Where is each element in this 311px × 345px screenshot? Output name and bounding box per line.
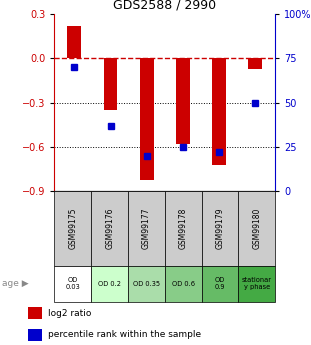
Text: GSM99178: GSM99178: [179, 208, 188, 249]
Bar: [212, 58, 226, 165]
Bar: [54, 191, 91, 266]
Text: OD 0.6: OD 0.6: [172, 281, 195, 287]
Bar: [54, 266, 91, 302]
Bar: [239, 266, 275, 302]
Text: GSM99179: GSM99179: [216, 208, 225, 249]
Bar: [176, 58, 190, 144]
Bar: [104, 58, 118, 110]
Text: log2 ratio: log2 ratio: [48, 309, 91, 318]
Title: GDS2588 / 2990: GDS2588 / 2990: [113, 0, 216, 11]
Bar: [248, 58, 262, 69]
Bar: [28, 328, 42, 341]
Text: GSM99176: GSM99176: [105, 208, 114, 249]
Bar: [67, 26, 81, 58]
Text: stationar
y phase: stationar y phase: [242, 277, 272, 290]
Bar: [91, 266, 128, 302]
Text: OD
0.03: OD 0.03: [65, 277, 80, 290]
Bar: [128, 191, 165, 266]
Text: OD
0.9: OD 0.9: [215, 277, 225, 290]
Text: percentile rank within the sample: percentile rank within the sample: [48, 330, 201, 339]
Bar: [28, 307, 42, 319]
Text: OD 0.35: OD 0.35: [133, 281, 160, 287]
Bar: [91, 191, 128, 266]
Bar: [165, 266, 202, 302]
Text: OD 0.2: OD 0.2: [98, 281, 121, 287]
Bar: [202, 266, 239, 302]
Bar: [165, 191, 202, 266]
Text: age ▶: age ▶: [2, 279, 28, 288]
Text: GSM99175: GSM99175: [68, 208, 77, 249]
Bar: [202, 191, 239, 266]
Bar: [128, 266, 165, 302]
Bar: [239, 191, 275, 266]
Text: GSM99180: GSM99180: [252, 208, 261, 249]
Bar: [140, 58, 154, 180]
Text: GSM99177: GSM99177: [142, 208, 151, 249]
